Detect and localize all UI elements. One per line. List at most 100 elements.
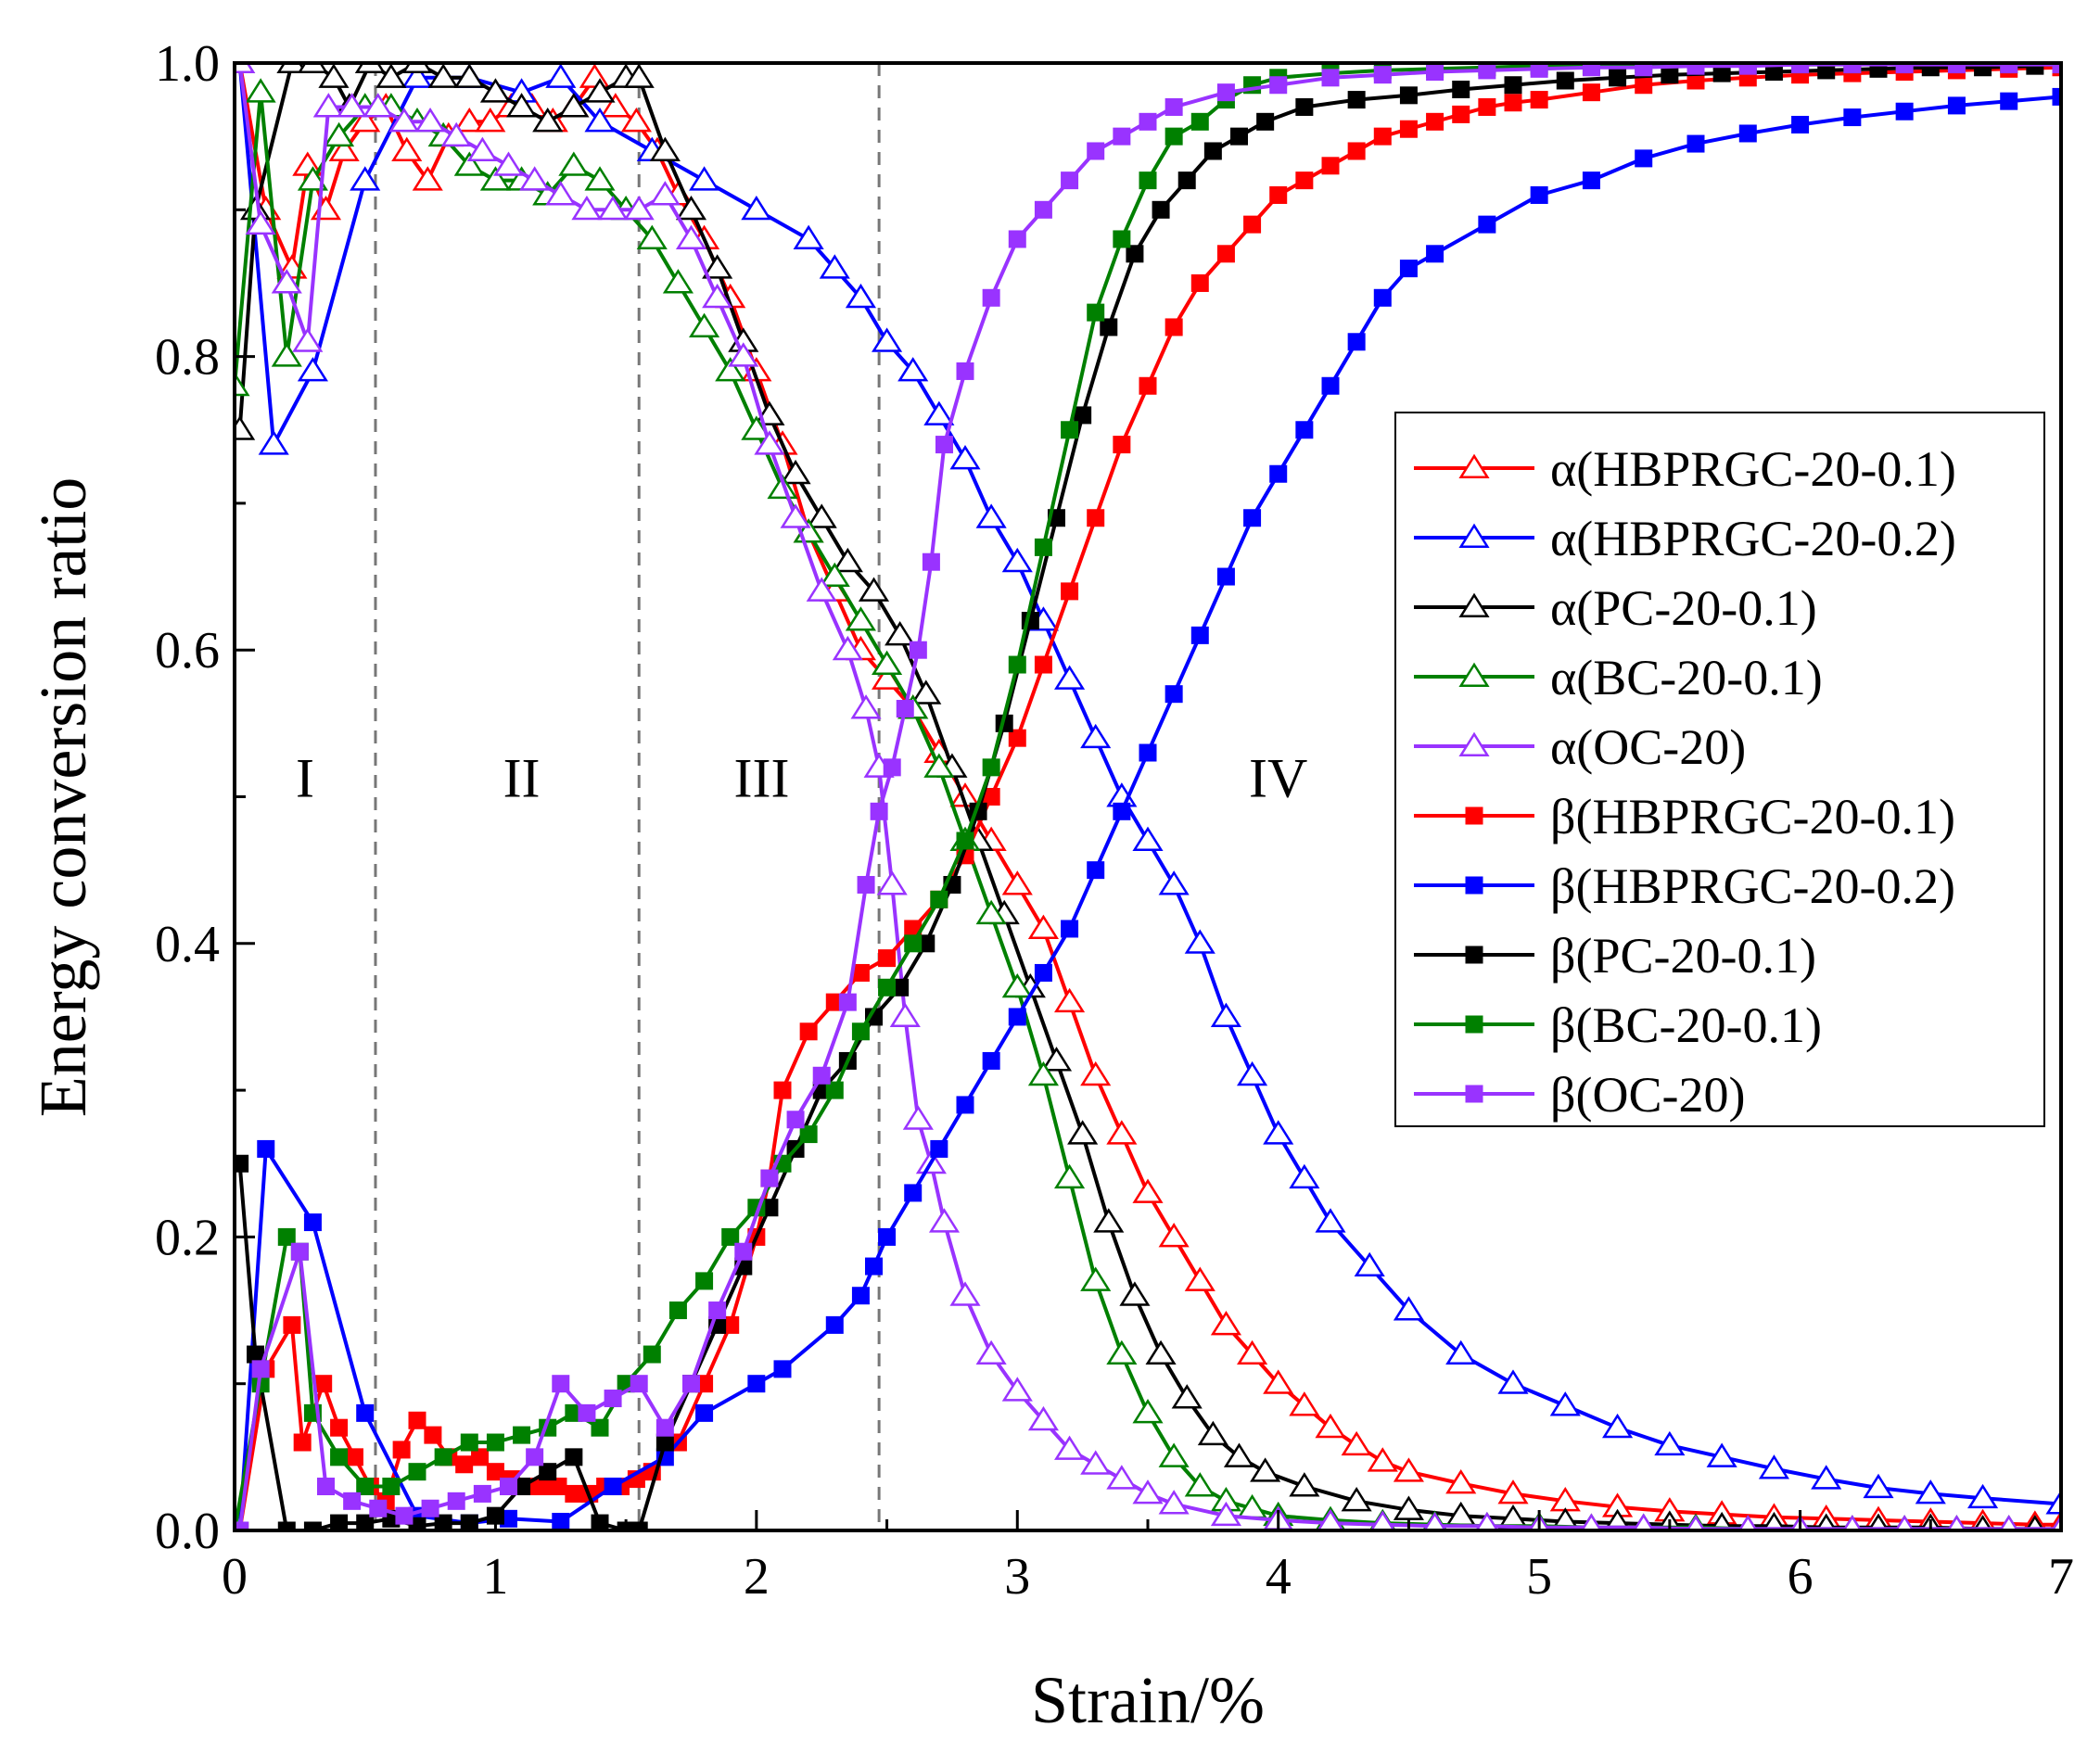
data-point [1399, 86, 1418, 105]
data-point [1582, 83, 1600, 102]
region-labels: I II III IV [296, 748, 1307, 809]
data-point [786, 1111, 805, 1129]
series-6 [235, 87, 2061, 1530]
data-point [1686, 1515, 1706, 1530]
data-point [1113, 436, 1131, 454]
data-point [271, 342, 302, 367]
data-point [1811, 1465, 1842, 1490]
data-point [1008, 1008, 1026, 1026]
data-point [1269, 76, 1288, 95]
data-point [832, 635, 863, 661]
data-point [904, 934, 923, 953]
data-point [604, 1478, 622, 1496]
data-point [257, 1139, 275, 1158]
data-point [662, 269, 694, 294]
data-point [689, 312, 720, 337]
data-point [392, 1441, 411, 1459]
legend-label: α(BC-20-0.1) [1550, 650, 1823, 705]
data-point [1216, 83, 1235, 102]
data-point [630, 1521, 648, 1530]
data-point [1203, 142, 1222, 160]
data-point [600, 93, 631, 118]
data-point [356, 1478, 375, 1496]
data-point [1549, 1391, 1581, 1416]
data-point [1184, 929, 1215, 954]
data-point [956, 1096, 974, 1114]
data-point [1863, 1473, 1894, 1499]
data-point [767, 474, 798, 500]
data-point [858, 577, 890, 602]
data-point [982, 288, 1000, 307]
data-point [1113, 230, 1131, 248]
data-point [1087, 142, 1105, 160]
data-point [1158, 1223, 1190, 1248]
data-point [1139, 171, 1157, 190]
data-point [1869, 63, 1888, 78]
data-point [1367, 1447, 1398, 1472]
data-point [492, 151, 525, 176]
data-point [473, 1484, 491, 1503]
region-label: I [296, 748, 314, 809]
data-point [878, 949, 897, 968]
data-point [369, 1499, 388, 1517]
y-tick-label: 0.0 [155, 1503, 220, 1560]
data-point [1426, 245, 1445, 263]
data-point [975, 1339, 1007, 1365]
data-point [975, 899, 1007, 925]
legend-label: α(OC-20) [1550, 719, 1746, 775]
data-point [799, 1125, 818, 1144]
data-point [1113, 127, 1131, 146]
data-point [1530, 63, 1548, 78]
data-point [1686, 63, 1705, 75]
data-point [401, 63, 433, 73]
legend-label: β(OC-20) [1550, 1067, 1745, 1123]
data-point [1054, 987, 1086, 1013]
data-point [1152, 200, 1170, 219]
data-point [314, 1375, 333, 1393]
data-point [412, 166, 443, 191]
data-point [1341, 1430, 1372, 1456]
data-point [1321, 69, 1340, 87]
y-tick-label: 0.6 [155, 622, 220, 679]
data-point [1504, 76, 1522, 95]
data-point [819, 562, 850, 588]
data-point [1080, 1450, 1112, 1475]
data-point [1815, 1513, 1838, 1530]
data-point [1894, 1515, 1915, 1530]
data-point [1100, 318, 1118, 336]
data-point [1315, 1208, 1346, 1233]
data-point [558, 93, 590, 118]
data-point [896, 700, 914, 718]
data-point [689, 166, 720, 191]
data-point [780, 503, 811, 528]
data-point [1074, 406, 1092, 425]
legend-item: α(PC-20-0.1) [1414, 580, 1817, 636]
data-point [1580, 1513, 1603, 1530]
data-point [857, 875, 875, 894]
data-point [2051, 1515, 2061, 1530]
data-point [1087, 509, 1105, 527]
data-point [1817, 63, 1836, 80]
data-point [434, 1448, 452, 1466]
data-point [1422, 1511, 1447, 1530]
data-point [1369, 1510, 1395, 1530]
data-point [245, 209, 276, 235]
data-point [620, 107, 652, 133]
data-point [1106, 1465, 1138, 1490]
data-point [591, 1514, 609, 1530]
data-point [447, 1492, 465, 1510]
data-point [345, 1448, 363, 1466]
data-point [845, 283, 876, 309]
data-point [1635, 76, 1653, 95]
data-point [2000, 92, 2018, 110]
data-point [682, 1375, 700, 1393]
legend-label: β(BC-20-0.1) [1550, 997, 1822, 1053]
data-point [754, 430, 785, 455]
data-point [1132, 1399, 1164, 1424]
data-point [923, 400, 955, 425]
data-point [889, 1002, 921, 1027]
data-point [235, 1521, 249, 1530]
data-point [878, 1227, 897, 1246]
data-point [1465, 1015, 1483, 1034]
data-point [1027, 1060, 1059, 1086]
